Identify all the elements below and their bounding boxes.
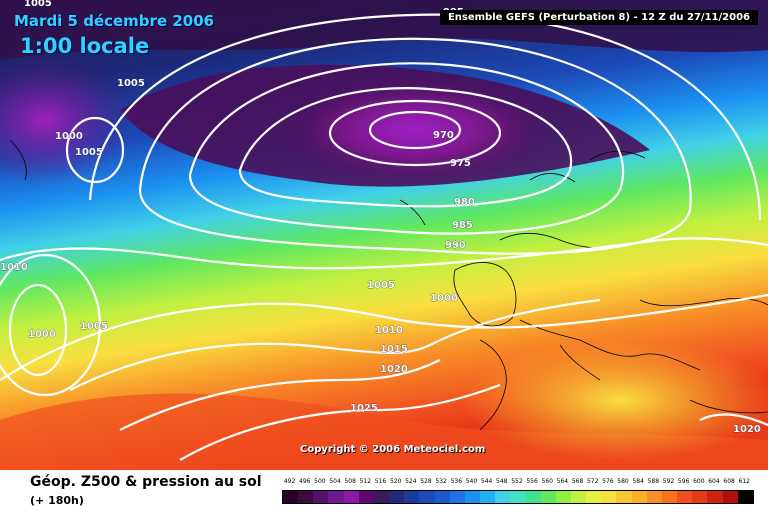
scale-value-label: 532 (435, 478, 447, 485)
scale-color-swatch (358, 491, 374, 503)
forecast-local-time: 1:00 locale (20, 34, 150, 58)
isobar-label: 970 (433, 130, 454, 141)
scale-value-label: 556 (526, 478, 538, 485)
scale-value-label: 596 (677, 478, 690, 485)
scale-value-label: 588 (647, 478, 660, 485)
scale-color-swatch (510, 491, 526, 503)
legend-title: Géop. Z500 & pression au sol (30, 474, 262, 490)
scale-value-label: 512 (359, 478, 372, 485)
scale-value-label: 516 (374, 478, 387, 485)
legend-subtitle: (+ 180h) (30, 494, 84, 507)
isobar-label: 1005 (75, 147, 103, 158)
scale-color-swatch (495, 491, 511, 503)
scale-color-swatch (586, 491, 602, 503)
scale-color-swatch (328, 491, 344, 503)
scale-color-swatch (540, 491, 556, 503)
isobar-label: 975 (450, 158, 471, 169)
isobar-label: 1010 (0, 262, 28, 273)
scale-value-label: 584 (632, 478, 644, 485)
scale-value-label: 520 (389, 478, 402, 485)
scale-value-label: 568 (571, 478, 584, 485)
copyright-notice: Copyright © 2006 Meteociel.com (300, 444, 486, 455)
isobar-labels: 995 1005 1005 1000 1005 970 975 980 985 … (0, 0, 761, 435)
scale-color-swatch (646, 491, 662, 503)
isobar-label: 1000 (28, 329, 56, 340)
scale-value-label: 564 (556, 478, 569, 485)
isobar-label: 1010 (375, 325, 403, 336)
scale-color-swatch (677, 491, 693, 503)
isobar-label: 985 (452, 220, 473, 231)
scale-value-label: 548 (496, 478, 508, 485)
scale-color-swatch (737, 491, 753, 503)
scale-color-swatch (419, 491, 435, 503)
isobar-label: 1000 (430, 293, 458, 304)
scale-color-swatch (373, 491, 390, 503)
coastlines (9, 139, 768, 431)
scale-color-swatch (555, 491, 571, 503)
scale-value-label: 604 (708, 478, 720, 485)
scale-color-swatch (661, 491, 678, 503)
scale-value-label: 592 (662, 478, 675, 485)
scale-value-label: 580 (617, 478, 629, 485)
scale-color-swatch (389, 491, 405, 503)
scale-color-swatch (570, 491, 587, 503)
geopotential-field: 995 1005 1005 1000 1005 970 975 980 985 … (0, 0, 768, 470)
scale-color-swatch (449, 491, 465, 503)
scale-value-label: 500 (314, 478, 326, 485)
scale-value-label: 576 (602, 478, 614, 485)
scale-value-label: 600 (693, 478, 705, 485)
isobar-label: 1005 (117, 78, 145, 89)
scale-color-swatch (631, 491, 647, 503)
scale-value-label: 540 (465, 478, 478, 485)
scale-color-swatch (525, 491, 541, 503)
scale-color-swatch (692, 491, 708, 503)
scale-color-swatch (404, 491, 420, 503)
isobar-label: 1005 (367, 280, 395, 291)
isobar-label: 1020 (733, 424, 761, 435)
scale-value-label: 528 (420, 478, 432, 485)
scale-color-swatch (298, 491, 314, 503)
scale-value-label: 612 (738, 478, 750, 485)
isobar-label: 1000 (55, 131, 83, 142)
scale-color-swatch (464, 491, 481, 503)
color-scale-bar (282, 490, 754, 504)
scale-value-label: 560 (541, 478, 553, 485)
scale-value-label: 508 (344, 478, 356, 485)
isobar-label: 1020 (380, 364, 408, 375)
isobar-label: 1005 (80, 321, 108, 332)
scale-color-swatch (434, 491, 450, 503)
scale-color-swatch (601, 491, 617, 503)
scale-color-swatch (313, 491, 329, 503)
scale-value-label: 552 (511, 478, 523, 485)
scale-color-swatch (616, 491, 632, 503)
scale-color-swatch (480, 491, 496, 503)
scale-color-swatch (707, 491, 723, 503)
scale-value-label: 492 (283, 478, 296, 485)
color-scale-labels: 492 496 500 504 508 512 516 520 524 528 532 536 540 5… (282, 478, 752, 488)
isobar-label: 1005 (24, 0, 52, 9)
isobar-label: 980 (454, 197, 475, 208)
model-run-info: Ensemble GEFS (Perturbation 8) - 12 Z du… (439, 10, 758, 25)
isobar-label: 990 (445, 240, 466, 251)
scale-value-label: 572 (586, 478, 599, 485)
scale-value-label: 544 (480, 478, 493, 485)
scale-color-swatch (283, 491, 299, 503)
scale-color-swatch (722, 491, 738, 503)
scale-value-label: 524 (405, 478, 417, 485)
scale-value-label: 536 (450, 478, 463, 485)
isobar-label: 1015 (380, 344, 408, 355)
weather-map: 995 1005 1005 1000 1005 970 975 980 985 … (0, 0, 768, 470)
scale-color-swatch (343, 491, 359, 503)
isobar-label: 1025 (350, 403, 378, 414)
scale-value-label: 504 (329, 478, 341, 485)
scale-value-label: 608 (723, 478, 735, 485)
scale-value-label: 496 (299, 478, 311, 485)
forecast-date: Mardi 5 décembre 2006 (14, 12, 215, 30)
